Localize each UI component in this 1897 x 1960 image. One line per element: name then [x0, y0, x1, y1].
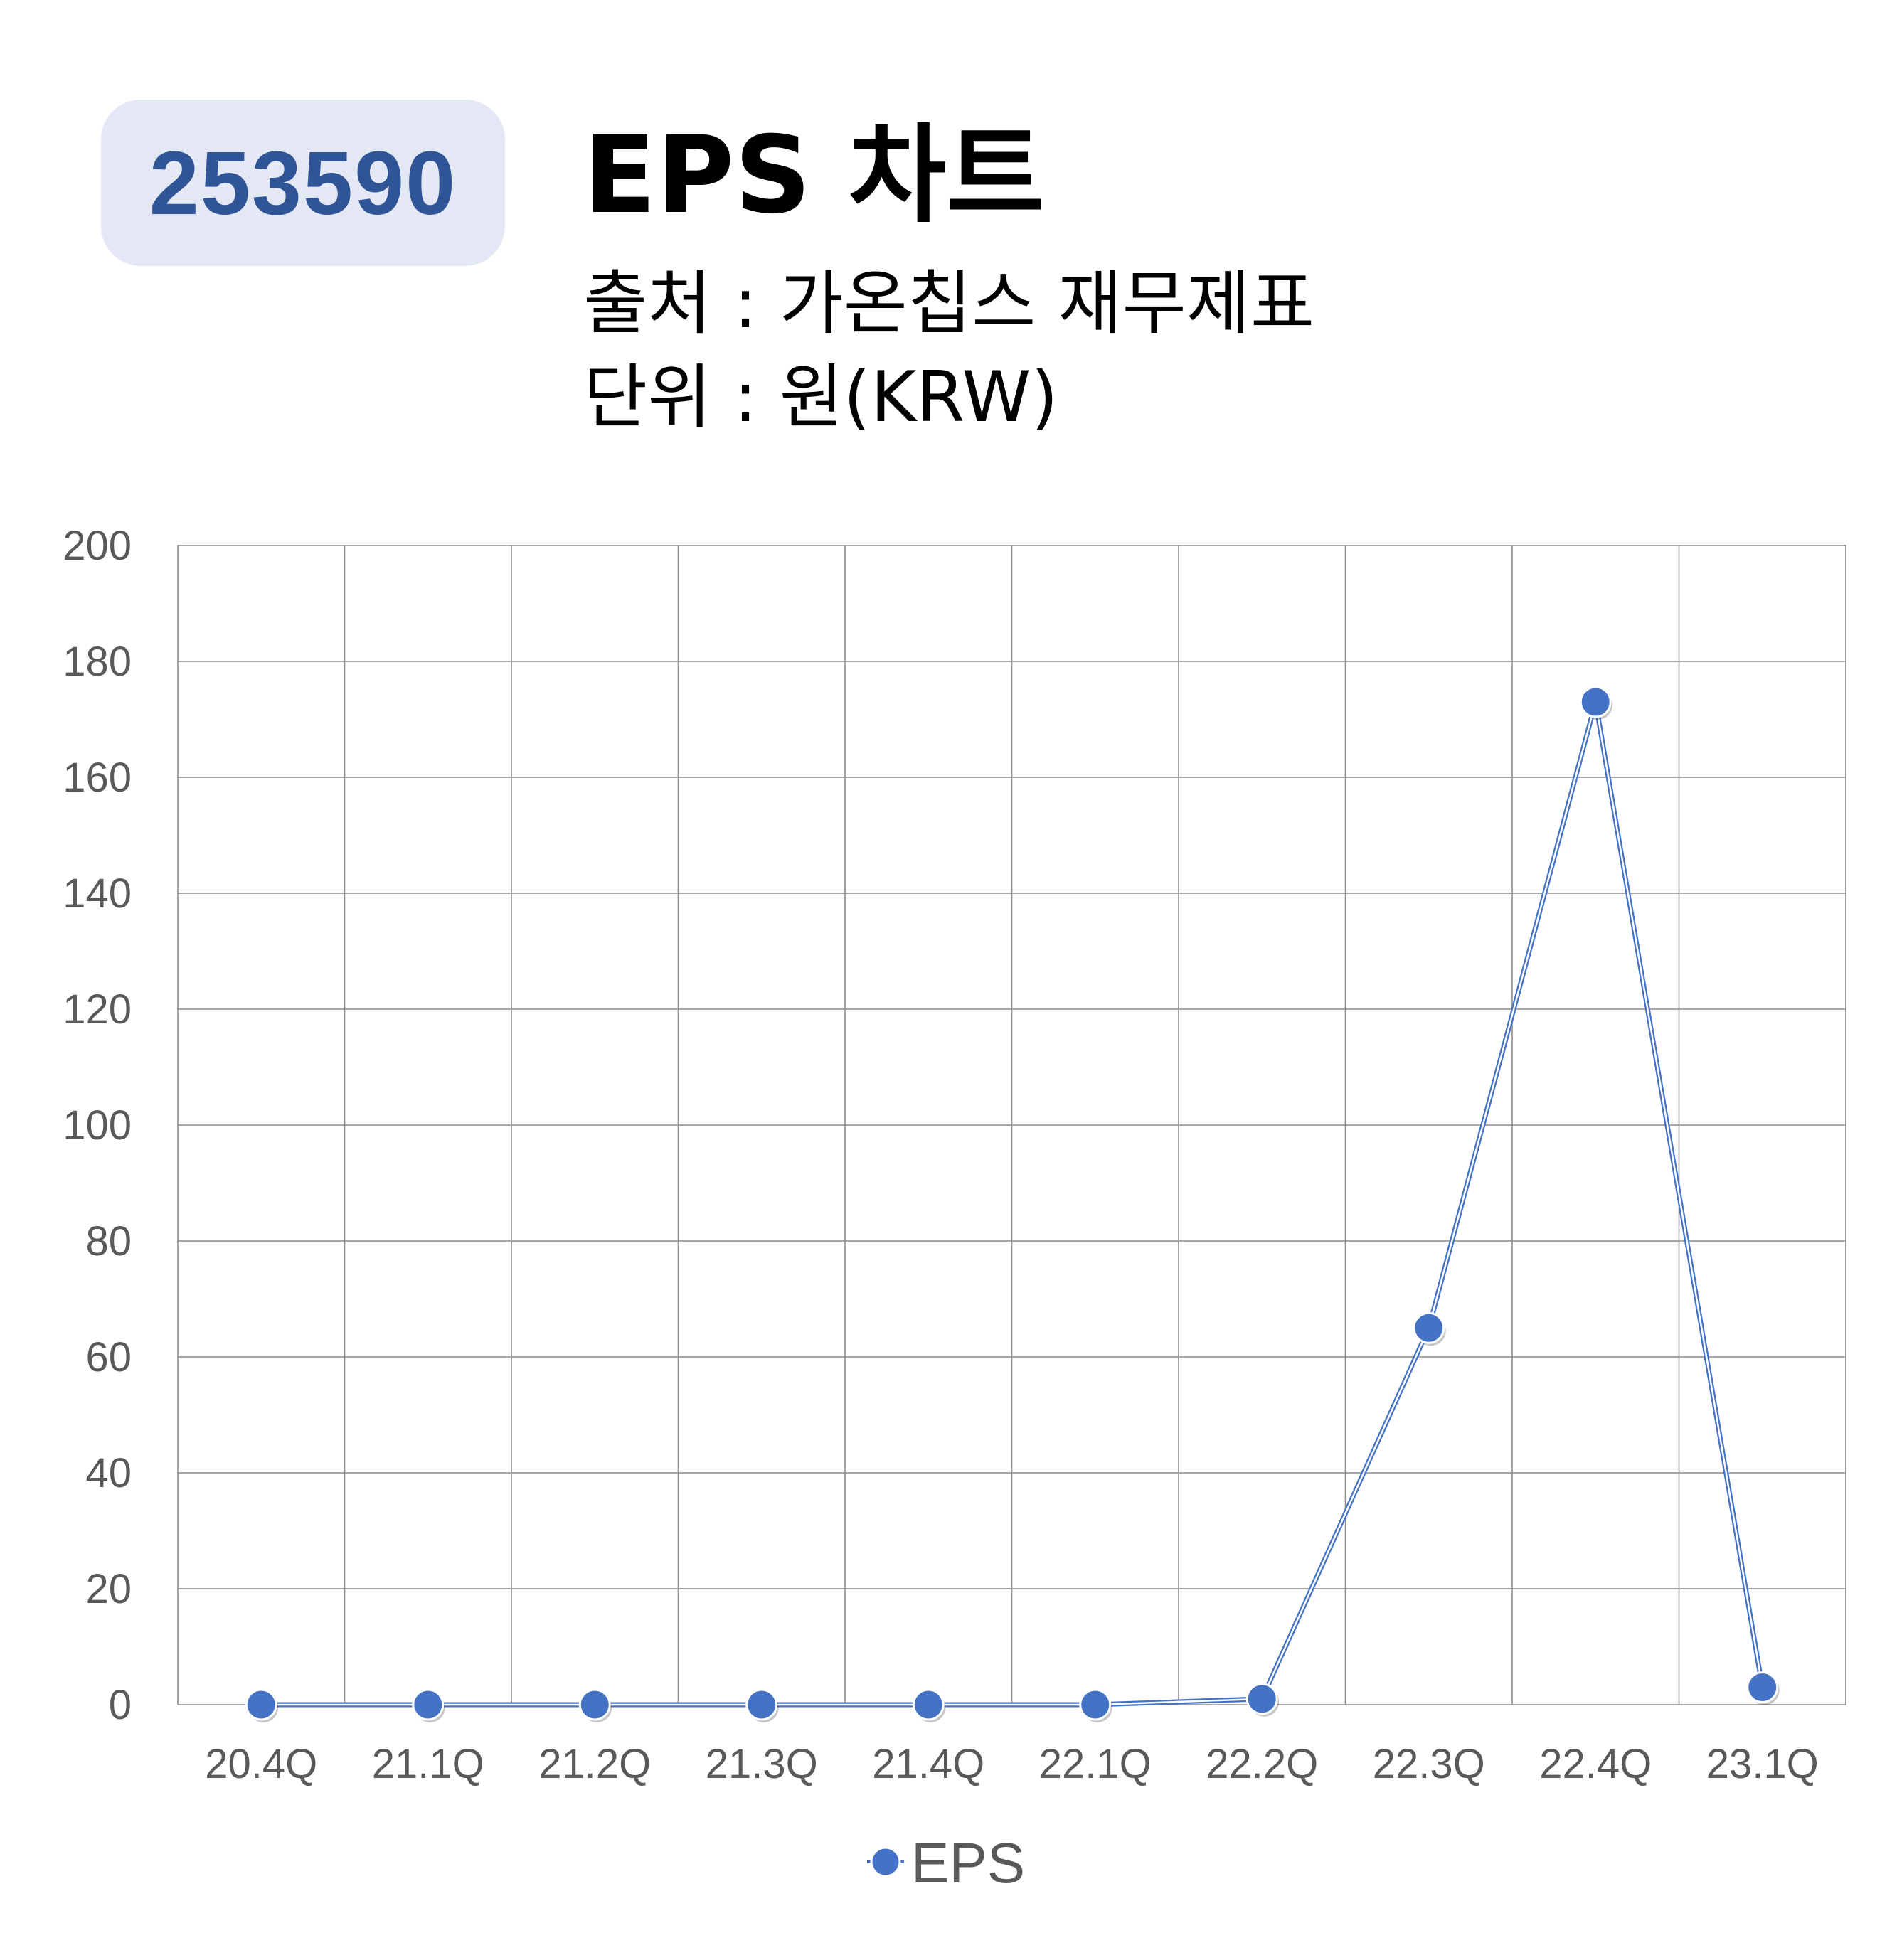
data-point	[745, 1688, 778, 1721]
data-point	[1746, 1671, 1779, 1704]
data-point	[412, 1688, 445, 1721]
unit-text: 단위 : 원(KRW)	[583, 357, 1058, 438]
legend: EPS	[867, 1831, 1025, 1895]
data-point	[1413, 1311, 1445, 1344]
x-tick-label: 23.1Q	[1706, 1741, 1819, 1787]
x-axis-ticks: 20.4Q 21.1Q 21.2Q 21.3Q 21.4Q 22.1Q 22.2Q 22.3Q…	[205, 1741, 1819, 1787]
y-tick-label: 0	[109, 1682, 132, 1728]
x-tick-label: 22.2Q	[1206, 1741, 1318, 1787]
y-tick-label: 180	[63, 639, 132, 685]
x-tick-label: 22.4Q	[1539, 1741, 1652, 1787]
data-point	[1579, 686, 1612, 718]
y-tick-label: 120	[63, 986, 132, 1033]
data-point	[1079, 1688, 1112, 1721]
y-tick-label: 200	[63, 523, 132, 569]
chart-grid	[177, 545, 1846, 1705]
stock-code: 253590	[149, 132, 457, 233]
legend-marker	[870, 1846, 901, 1878]
data-point	[1245, 1683, 1278, 1715]
y-tick-label: 60	[85, 1334, 132, 1380]
y-tick-label: 100	[63, 1102, 132, 1149]
y-tick-label: 40	[85, 1450, 132, 1496]
y-tick-label: 140	[63, 870, 132, 917]
data-point	[578, 1688, 611, 1721]
data-point	[245, 1688, 277, 1721]
chart-title: EPS 차트	[583, 114, 1045, 238]
y-tick-label: 80	[85, 1218, 132, 1264]
x-tick-label: 21.4Q	[872, 1741, 984, 1787]
stock-code-badge: 253590	[101, 100, 505, 266]
x-tick-label: 22.3Q	[1373, 1741, 1485, 1787]
x-tick-label: 21.1Q	[372, 1741, 484, 1787]
series-line-inner	[261, 701, 1763, 1706]
x-tick-label: 22.1Q	[1039, 1741, 1152, 1787]
x-tick-label: 20.4Q	[205, 1741, 317, 1787]
y-axis-ticks: 0 20 40 60 80 100 120 140 160 180 200	[63, 523, 132, 1728]
data-point	[912, 1688, 945, 1721]
series-eps	[245, 686, 1780, 1722]
y-tick-label: 160	[63, 755, 132, 801]
x-tick-label: 21.2Q	[538, 1741, 651, 1787]
eps-line-chart: 0 20 40 60 80 100 120 140 160 180 200 20.4Q 21.1Q 21…	[63, 523, 1846, 1895]
legend-label: EPS	[911, 1831, 1025, 1895]
x-tick-label: 21.3Q	[706, 1741, 818, 1787]
y-tick-label: 20	[85, 1566, 132, 1612]
source-text: 출처 : 가온칩스 재무제표	[583, 263, 1315, 344]
